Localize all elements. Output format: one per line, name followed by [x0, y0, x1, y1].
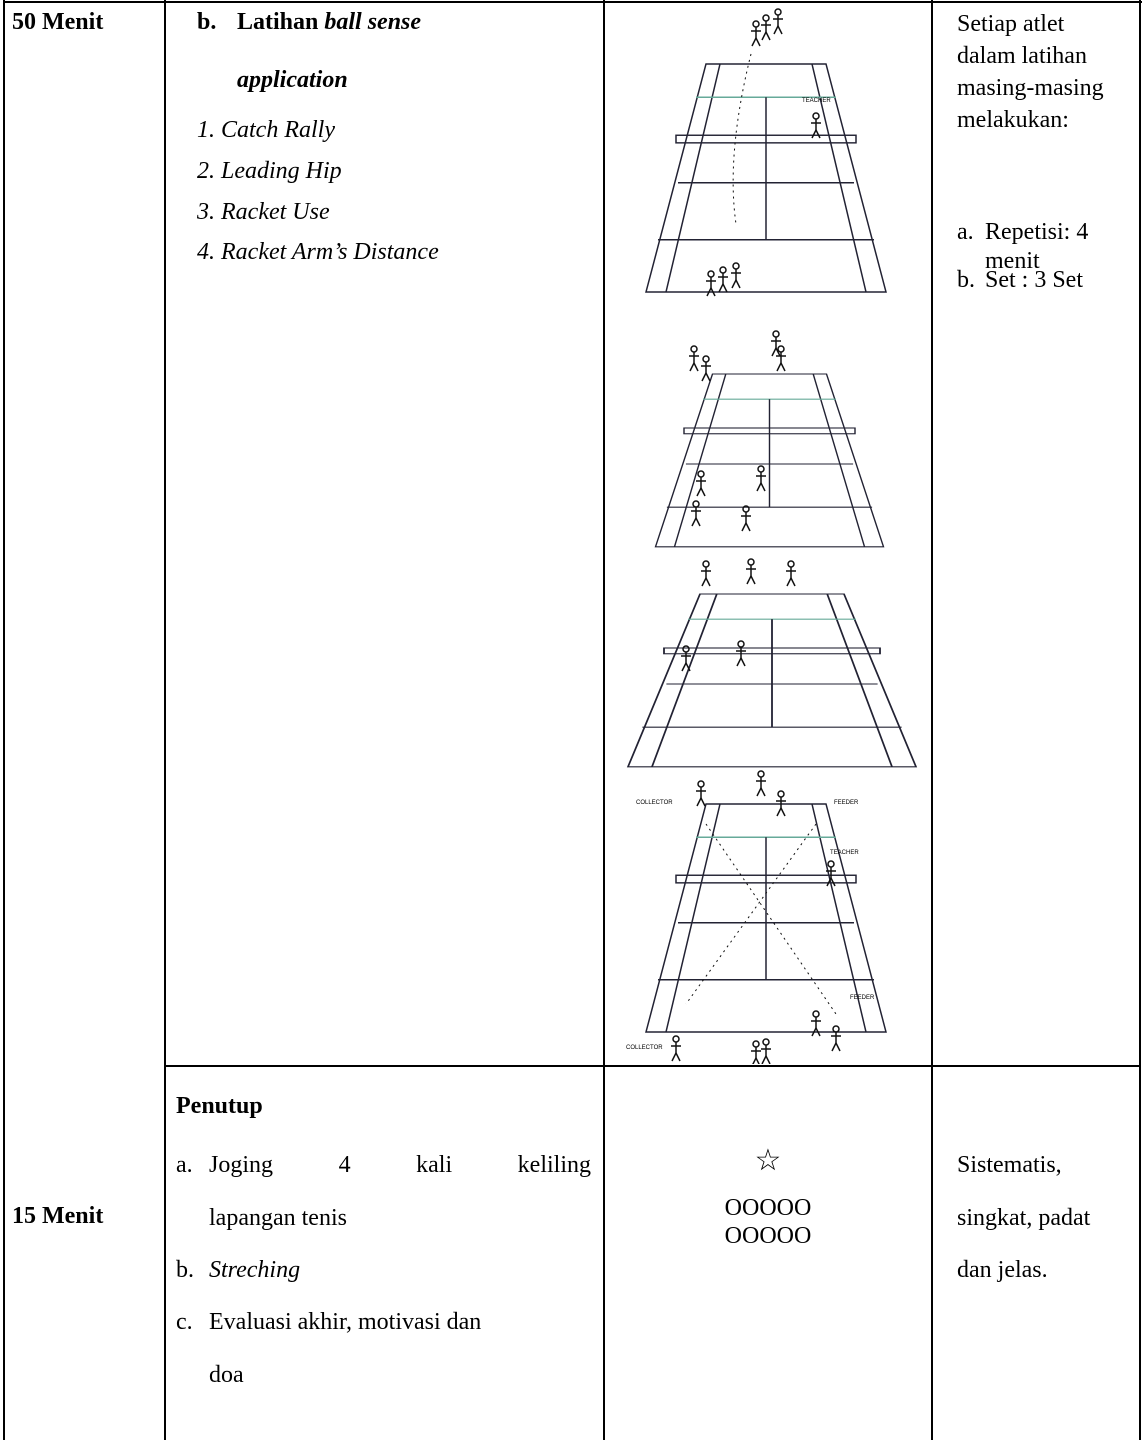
- list-item: lapangan tenis: [209, 1205, 347, 1231]
- marker: b.: [957, 267, 975, 293]
- note-line: dan jelas.: [957, 1257, 1048, 1283]
- list-item: 4. Racket Arm’s Distance: [197, 239, 439, 265]
- marker: c.: [176, 1309, 193, 1335]
- border: [3, 0, 5, 1440]
- list-item: Joging 4 kali keliling: [209, 1152, 591, 1178]
- heading: Latihan ball sense: [237, 8, 421, 36]
- heading: Penutup: [176, 1093, 263, 1119]
- border: [3, 1, 1142, 3]
- diagram-label: FEEDER: [834, 800, 859, 806]
- note-line: masing-masing: [957, 75, 1104, 101]
- diagram-label: COLLECTOR: [636, 800, 673, 806]
- border: [1139, 0, 1141, 1440]
- marker: a.: [957, 219, 974, 245]
- list-item: 1. Catch Rally: [197, 117, 335, 143]
- note-line: singkat, padat: [957, 1205, 1091, 1231]
- diagram-label: TEACHER: [830, 850, 859, 856]
- list-item: 2. Leading Hip: [197, 158, 342, 184]
- formation-symbol: ☆: [754, 1143, 782, 1178]
- note-line: Setiap atlet: [957, 11, 1065, 37]
- duration: 50 Menit: [12, 9, 104, 35]
- diagram-label: FEEDER: [850, 995, 875, 1001]
- diagram-label: COLLECTOR: [626, 1045, 663, 1051]
- note-line: Sistematis,: [957, 1152, 1062, 1178]
- heading-italic: ball sense: [324, 9, 422, 35]
- formation-line: OOOOO: [724, 1223, 812, 1249]
- note-item: Set : 3 Set: [985, 267, 1084, 293]
- list-item: doa: [209, 1362, 244, 1388]
- heading-italic: application: [237, 67, 348, 93]
- diagram-label: TEACHER: [802, 98, 831, 104]
- list-item: Streching: [209, 1257, 301, 1283]
- diagrams: TEACHER COLLECTOR FEEDER TEACHER FEEDER …: [626, 8, 917, 1064]
- marker: b.: [176, 1257, 194, 1283]
- formation-line: OOOOO: [724, 1195, 812, 1221]
- note-item: Repetisi: 4: [985, 219, 1089, 245]
- border: [164, 1065, 1141, 1067]
- list-item: Evaluasi akhir, motivasi dan: [209, 1309, 482, 1335]
- list-item: 3. Racket Use: [197, 199, 330, 225]
- note-line: dalam latihan: [957, 43, 1087, 69]
- border: [931, 0, 933, 1440]
- border: [164, 0, 166, 1440]
- border: [603, 0, 605, 1440]
- note-line: melakukan:: [957, 107, 1069, 133]
- note-item: menit: [985, 248, 1040, 274]
- duration: 15 Menit: [12, 1203, 104, 1229]
- heading-text: Latihan: [237, 9, 319, 35]
- marker: b.: [197, 9, 217, 35]
- marker: a.: [176, 1152, 193, 1178]
